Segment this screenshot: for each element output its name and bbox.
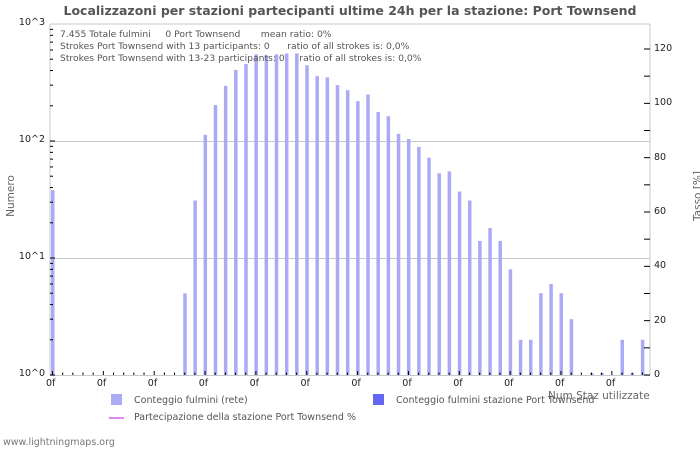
gridlines bbox=[50, 141, 650, 259]
bar bbox=[467, 200, 472, 375]
legend-station: Conteggio fulmini stazione Port Townsend bbox=[396, 395, 595, 406]
x-axis-label: Num Staz utilizzate bbox=[548, 390, 650, 402]
bar bbox=[457, 191, 462, 375]
right-tick-label: 100 bbox=[654, 97, 673, 109]
bar bbox=[406, 139, 411, 375]
legend-participation: Partecipazione della stazione Port Towns… bbox=[134, 412, 356, 423]
stats-line-2: Strokes Port Townsend with 13 participan… bbox=[60, 41, 410, 53]
right-tick-label: 20 bbox=[654, 314, 667, 326]
bar bbox=[223, 85, 228, 375]
bar bbox=[203, 134, 208, 375]
x-tick-label: 0f bbox=[198, 378, 209, 389]
left-tick-label: 10^3 bbox=[18, 17, 45, 28]
bar bbox=[396, 133, 401, 375]
bar bbox=[193, 200, 197, 375]
bar bbox=[274, 54, 279, 375]
bar bbox=[51, 190, 55, 375]
x-tick-label: 0f bbox=[46, 378, 56, 389]
bar bbox=[284, 53, 289, 375]
bar bbox=[356, 101, 360, 376]
bar bbox=[345, 90, 350, 375]
bar bbox=[569, 319, 574, 375]
bar bbox=[366, 94, 370, 376]
right-tick-label: 0 bbox=[654, 369, 661, 380]
x-tick-label: 0f bbox=[300, 378, 310, 389]
bar bbox=[498, 240, 502, 375]
bar bbox=[244, 64, 248, 375]
bar bbox=[518, 339, 523, 375]
bar bbox=[386, 116, 391, 376]
legend-network: Conteggio fulmini (rete) bbox=[134, 395, 248, 406]
x-tick-label: 0f bbox=[555, 378, 565, 389]
bar bbox=[305, 65, 309, 375]
stats-line-3: Strokes Port Townsend with 13-23 partici… bbox=[60, 53, 422, 65]
stats-block: 7.455 Totale fulmini 0 Port Townsend mea… bbox=[60, 29, 421, 66]
bar bbox=[254, 54, 258, 375]
x-tick-label: 0f bbox=[504, 378, 514, 389]
bar bbox=[549, 283, 553, 375]
bar bbox=[417, 146, 421, 375]
bar bbox=[234, 69, 238, 375]
bar bbox=[437, 173, 441, 375]
x-tick-label: 0f bbox=[453, 378, 463, 389]
x-tick-label: 0f bbox=[605, 378, 616, 389]
right-axis-label: Tasso [%] bbox=[692, 171, 700, 221]
bar bbox=[264, 55, 269, 375]
bar bbox=[295, 53, 299, 375]
network-bars bbox=[51, 53, 645, 376]
bar bbox=[183, 293, 187, 375]
stats-line-1: 7.455 Totale fulmini 0 Port Townsend mea… bbox=[60, 29, 332, 40]
x-tick-label: 0f bbox=[351, 378, 361, 389]
left-tick-label: 10^2 bbox=[18, 134, 45, 145]
bar bbox=[559, 293, 563, 375]
legend-line-participation bbox=[109, 417, 124, 419]
right-tick-label: 80 bbox=[654, 151, 667, 163]
legend-swatch-network bbox=[111, 394, 122, 405]
right-tick-label: 120 bbox=[654, 43, 673, 54]
right-tick-label: 40 bbox=[654, 260, 667, 272]
bar bbox=[539, 293, 543, 375]
x-tick-label: 0f bbox=[147, 378, 158, 389]
x-tick-label: 0f bbox=[402, 378, 412, 389]
chart-title: Localizzazoni per stazioni partecipanti … bbox=[63, 3, 637, 18]
bar bbox=[447, 171, 452, 375]
left-tick-label: 10^1 bbox=[18, 251, 45, 262]
bar bbox=[325, 77, 330, 375]
axis-ticks bbox=[50, 28, 650, 376]
bar bbox=[213, 105, 218, 376]
bar bbox=[427, 157, 431, 375]
bar bbox=[620, 339, 625, 375]
bar bbox=[528, 339, 533, 375]
bar bbox=[478, 240, 482, 375]
x-tick-label: 0f bbox=[96, 378, 107, 389]
left-tick-label: 10^0 bbox=[18, 368, 45, 379]
legend-swatch-station bbox=[373, 394, 384, 405]
x-tick-label: 0f bbox=[249, 378, 259, 389]
bar bbox=[508, 269, 513, 375]
bar bbox=[315, 76, 319, 376]
right-tick-label: 60 bbox=[654, 206, 667, 217]
footer-credit: www.lightningmaps.org bbox=[3, 437, 115, 448]
bar bbox=[488, 228, 492, 375]
bar bbox=[376, 111, 380, 376]
bar bbox=[335, 85, 340, 375]
left-axis-label: Numero bbox=[5, 175, 17, 217]
bar bbox=[640, 339, 645, 375]
